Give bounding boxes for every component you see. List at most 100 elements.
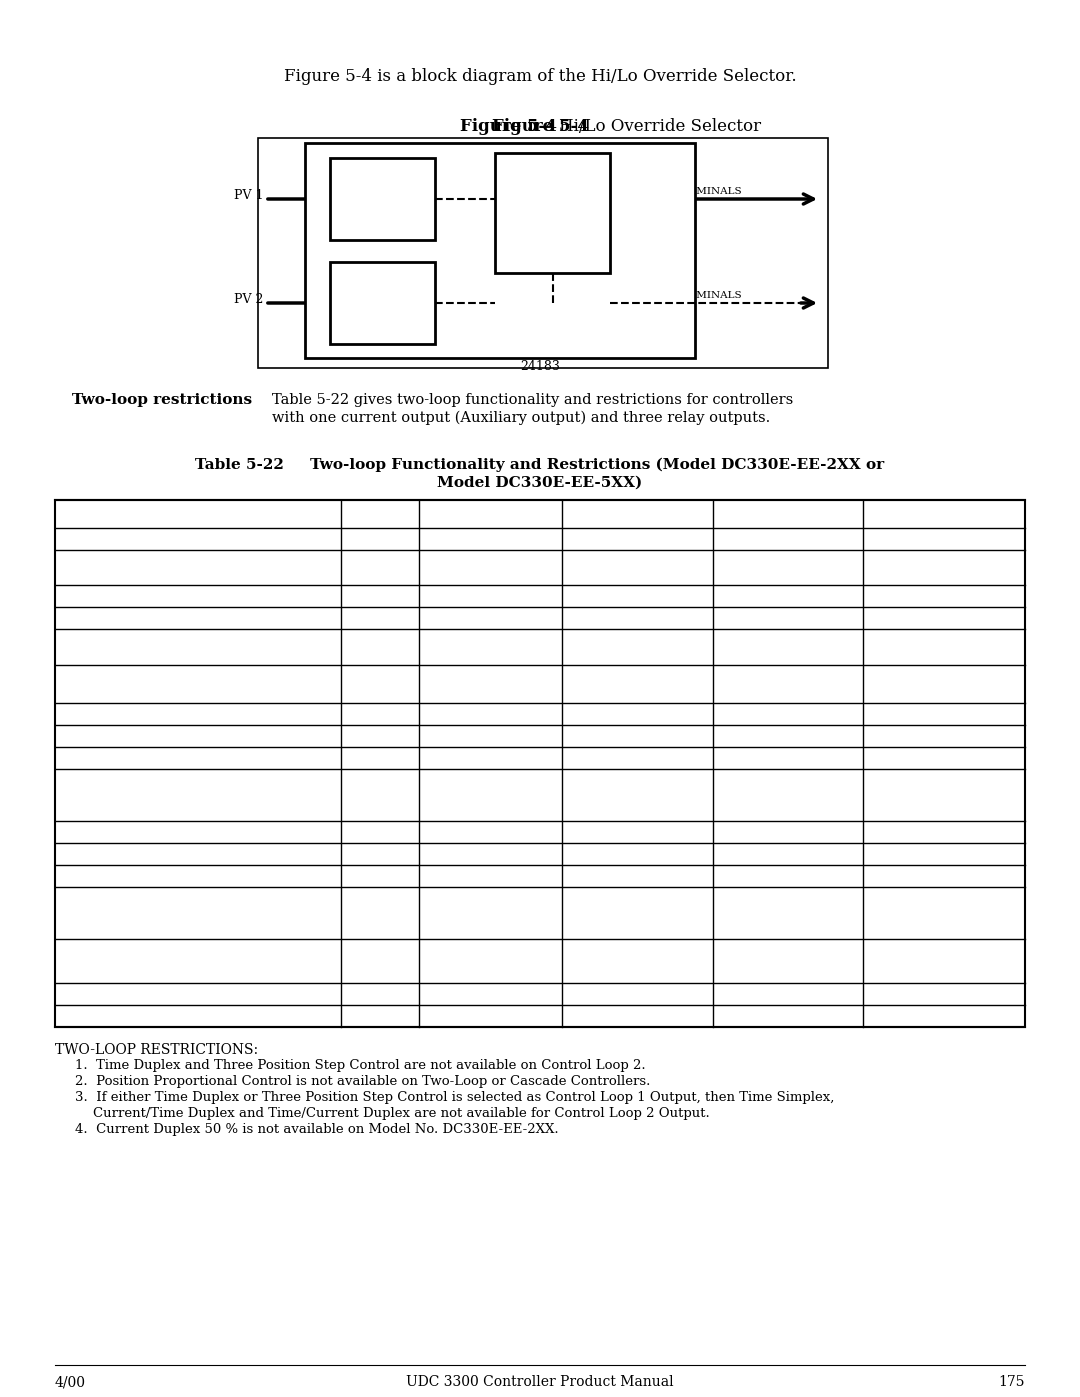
Text: N/A: N/A — [367, 640, 393, 654]
Text: Loop 1 is CURRENT OUTPUT or: Loop 1 is CURRENT OUTPUT or — [60, 780, 297, 792]
Text: 4.  Current Duplex 50 % is not available on Model No. DC330E-EE-2XX.: 4. Current Duplex 50 % is not available … — [75, 1123, 558, 1136]
Text: —: — — [781, 1010, 795, 1023]
Text: Current/Time or Time/Current (N/A): Current/Time or Time/Current (N/A) — [60, 869, 326, 883]
Text: Output 1 or 2: Output 1 or 2 — [568, 963, 659, 977]
Text: Relay #1: Relay #1 — [605, 532, 671, 545]
Text: PID: PID — [362, 189, 403, 205]
Text: HI/LO: HI/LO — [523, 191, 583, 210]
Text: IF DESIRED: IF DESIRED — [615, 307, 679, 316]
Text: Output 1 or 2: Output 1 or 2 — [424, 963, 515, 977]
Text: Current or Current Duplex (100 %): Current or Current Duplex (100 %) — [60, 729, 315, 742]
Text: Alarm 1: Alarm 1 — [869, 954, 922, 968]
Text: Two-loop restrictions: Two-loop restrictions — [72, 393, 252, 407]
Text: LOOP 1: LOOP 1 — [341, 204, 424, 222]
Text: Relay #3: Relay #3 — [887, 532, 953, 545]
Text: Loop 1,Output 2: Loop 1,Output 2 — [718, 729, 827, 742]
Text: —: — — [913, 988, 927, 1000]
Text: —: — — [631, 848, 644, 861]
Text: Loop 2 Output: Loop 2 Output — [424, 729, 522, 742]
Text: 3.  If either Time Duplex or Three Position Step Control is selected as Control : 3. If either Time Duplex or Three Positi… — [75, 1091, 835, 1104]
Text: Not used: Not used — [424, 590, 485, 602]
Text: —: — — [374, 848, 387, 861]
Text: LOOP 2: LOOP 2 — [341, 307, 423, 326]
Text: —: — — [781, 869, 795, 883]
Text: Figure 5-4 is a block diagram of the Hi/Lo Override Selector.: Figure 5-4 is a block diagram of the Hi/… — [284, 68, 796, 85]
Text: Current/Time Duplex and Time/Current Duplex are not available for Control Loop 2: Current/Time Duplex and Time/Current Dup… — [93, 1106, 710, 1120]
Text: 2.  Position Proportional Control is not available on Two-Loop or Cascade Contro: 2. Position Proportional Control is not … — [75, 1076, 650, 1088]
Text: OUTPUT 1: OUTPUT 1 — [438, 187, 495, 196]
Text: Loop 2 Output: Loop 2 Output — [424, 612, 522, 624]
Text: —: — — [631, 752, 644, 764]
Text: 24183: 24183 — [521, 360, 559, 373]
Text: —: — — [913, 707, 927, 721]
Text: Relay #2: Relay #2 — [755, 532, 821, 545]
Text: Loop 1 is TIME DUPLEX/TPSC,: Loop 1 is TIME DUPLEX/TPSC, — [60, 675, 288, 687]
Text: Loop 1:: Loop 1: — [568, 949, 619, 963]
Bar — [258, 138, 828, 367]
Text: Alarm 2: Alarm 2 — [718, 826, 772, 838]
Text: Loop 1 Output: Loop 1 Output — [424, 826, 522, 838]
Text: —: — — [781, 848, 795, 861]
Text: Loop 1 Output: Loop 1 Output — [568, 590, 665, 602]
Text: Current or Current Duplex (N/A): Current or Current Duplex (N/A) — [60, 848, 299, 861]
Text: —: — — [484, 707, 497, 721]
Text: Time Simplex: Time Simplex — [60, 954, 161, 968]
Text: Model DC330E-EE-5XX): Model DC330E-EE-5XX) — [437, 476, 643, 490]
Text: —: — — [631, 707, 644, 721]
Text: Output Type: Output Type — [153, 532, 243, 545]
Text: Output 1 or 2: Output 1 or 2 — [424, 652, 515, 665]
Text: N/A: N/A — [367, 590, 393, 602]
Text: —: — — [631, 988, 644, 1000]
Text: Loop 1:: Loop 1: — [424, 949, 475, 963]
Text: Alarm 1: Alarm 1 — [869, 826, 922, 838]
Text: —: — — [374, 988, 387, 1000]
Text: —: — — [484, 869, 497, 883]
Text: Current/Time or Time/Current (N/A): Current/Time or Time/Current (N/A) — [60, 752, 326, 764]
Text: N/A: N/A — [367, 612, 393, 624]
Text: Current or Current Duplex (100 %): Current or Current Duplex (100 %) — [60, 612, 315, 624]
Text: —: — — [913, 752, 927, 764]
Bar — [495, 154, 610, 272]
Text: Hi/Lo Override Selector: Hi/Lo Override Selector — [538, 117, 761, 136]
Text: Figure 5-4: Figure 5-4 — [460, 117, 557, 136]
Text: Alarm 1: Alarm 1 — [869, 729, 922, 742]
Bar — [330, 263, 435, 344]
Text: —: — — [913, 869, 927, 883]
Text: Loop 2 is:: Loop 2 is: — [60, 925, 132, 937]
Text: Current or Current Duplex (N/A): Current or Current Duplex (N/A) — [60, 988, 299, 1000]
Text: OVERRIDE: OVERRIDE — [497, 210, 608, 226]
Text: Loop 2:: Loop 2: — [718, 638, 769, 652]
Text: Current: Current — [351, 532, 409, 545]
Text: —: — — [781, 707, 795, 721]
Bar — [305, 142, 696, 358]
Text: Loop 2 Output: Loop 2 Output — [568, 826, 665, 838]
Text: Alarm 1: Alarm 1 — [869, 590, 922, 602]
Text: TWO-LOOP RESTRICTIONS:: TWO-LOOP RESTRICTIONS: — [55, 1044, 258, 1058]
Text: N/A: N/A — [367, 729, 393, 742]
Text: Auxiliary: Auxiliary — [458, 532, 524, 545]
Text: Loop 2 is:: Loop 2 is: — [60, 574, 132, 587]
Text: Loop 2 is:: Loop 2 is: — [60, 689, 132, 703]
Text: —: — — [484, 752, 497, 764]
Text: Loop 1 Output: Loop 1 Output — [568, 640, 665, 654]
Text: Loop 2 is:: Loop 2 is: — [60, 807, 132, 820]
Text: SELECTOR: SELECTOR — [497, 226, 608, 244]
Text: CURRENT DUPLEX – 100 %,: CURRENT DUPLEX – 100 %, — [60, 793, 269, 806]
Text: Time Simplex (N/A): Time Simplex (N/A) — [60, 707, 201, 721]
Text: —: — — [374, 869, 387, 883]
Text: PID: PID — [362, 292, 403, 310]
Text: Alarm 1: Alarm 1 — [869, 640, 922, 654]
Text: —: — — [374, 752, 387, 764]
Text: —: — — [631, 869, 644, 883]
Text: 1.  Time Duplex and Three Position Step Control are not available on Control Loo: 1. Time Duplex and Three Position Step C… — [75, 1059, 646, 1071]
Text: Loop 1,Output 1: Loop 1,Output 1 — [568, 729, 677, 742]
Text: —: — — [484, 1010, 497, 1023]
Text: UDC 3300 Controller Product Manual: UDC 3300 Controller Product Manual — [406, 1375, 674, 1389]
Text: —: — — [913, 848, 927, 861]
Text: PV 1: PV 1 — [233, 189, 264, 203]
Text: with one current output (Auxiliary output) and three relay outputs.: with one current output (Auxiliary outpu… — [272, 411, 770, 426]
Text: OUTPUT 2 TERMINALS: OUTPUT 2 TERMINALS — [615, 291, 742, 300]
Text: —: — — [484, 988, 497, 1000]
Text: 4/00: 4/00 — [55, 1375, 86, 1389]
Text: —: — — [781, 988, 795, 1000]
